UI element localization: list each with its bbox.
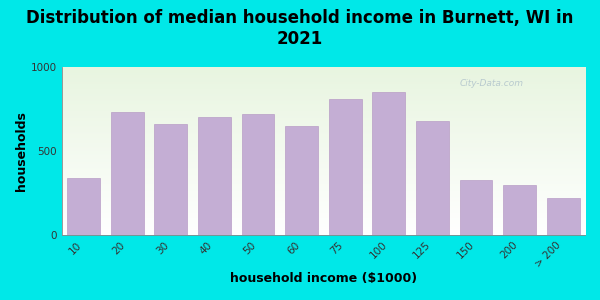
Bar	[111, 112, 143, 235]
Bar	[285, 126, 318, 235]
Y-axis label: households: households	[15, 111, 28, 191]
Bar	[154, 124, 187, 235]
Bar	[67, 178, 100, 235]
Bar	[416, 121, 449, 235]
Bar	[198, 117, 231, 235]
Bar	[242, 114, 274, 235]
Text: City-Data.com: City-Data.com	[460, 79, 523, 88]
Bar	[503, 185, 536, 235]
Bar	[547, 198, 580, 235]
Text: Distribution of median household income in Burnett, WI in
2021: Distribution of median household income …	[26, 9, 574, 48]
Bar	[373, 92, 405, 235]
X-axis label: household income ($1000): household income ($1000)	[230, 272, 417, 285]
Bar	[329, 99, 362, 235]
Bar	[460, 179, 493, 235]
